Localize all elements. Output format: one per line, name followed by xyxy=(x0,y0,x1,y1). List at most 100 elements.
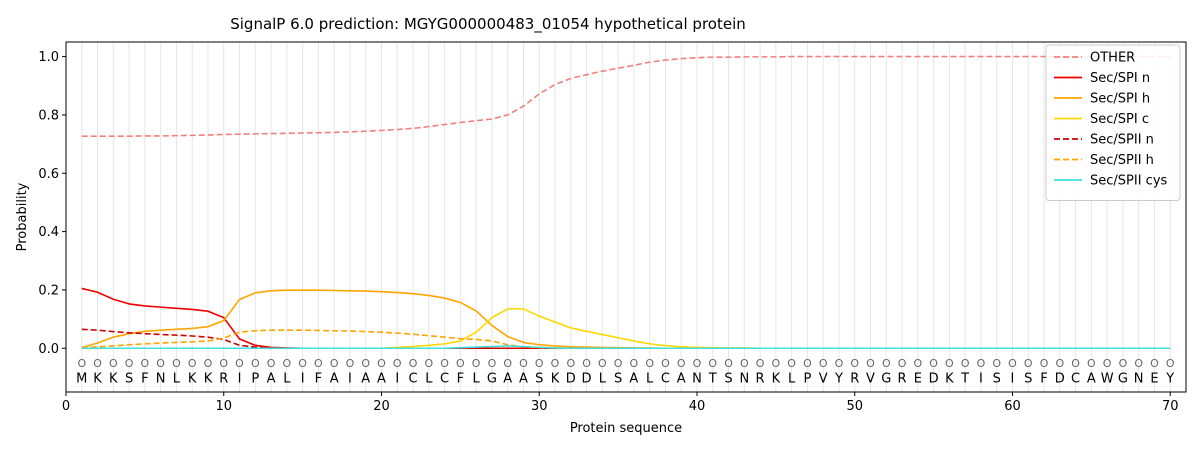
y-tick-label: 1.0 xyxy=(38,50,59,65)
residue-letter: A xyxy=(503,371,512,386)
position-marker: O xyxy=(677,357,686,370)
position-marker: O xyxy=(598,357,607,370)
position-marker: O xyxy=(772,357,781,370)
position-marker: O xyxy=(424,357,433,370)
position-marker: O xyxy=(188,357,197,370)
position-marker: O xyxy=(566,357,575,370)
legend-label: OTHER xyxy=(1090,51,1135,66)
residue-letter: K xyxy=(551,371,560,386)
residue-letter: G xyxy=(487,371,497,386)
x-tick-label: 60 xyxy=(1004,399,1021,414)
position-marker: O xyxy=(740,357,749,370)
residue-letter: P xyxy=(803,371,811,386)
legend-label: Sec/SPI h xyxy=(1090,92,1150,107)
position-marker: O xyxy=(724,357,733,370)
residue-letter: N xyxy=(156,371,166,386)
plot-frame xyxy=(65,41,1187,393)
residue-letter: L xyxy=(788,371,796,386)
position-marker: O xyxy=(156,357,165,370)
residue-letter: A xyxy=(267,371,276,386)
position-marker: O xyxy=(298,357,307,370)
residue-letter: F xyxy=(141,371,148,386)
legend-label: Sec/SPI c xyxy=(1090,112,1149,127)
series-line-sec-spi-c xyxy=(81,308,1171,350)
position-marker: O xyxy=(866,357,875,370)
residue-letter: R xyxy=(898,371,907,386)
position-marker: O xyxy=(141,357,150,370)
residue-letter: A xyxy=(677,371,686,386)
position-marker: O xyxy=(992,357,1001,370)
position-marker: O xyxy=(219,357,228,370)
y-axis: 0.0 0.2 0.4 0.6 0.8 1.0 xyxy=(38,50,66,357)
position-marker: O xyxy=(582,357,591,370)
legend-label: Sec/SPII n xyxy=(1090,133,1154,148)
residue-letter: S xyxy=(614,371,622,386)
position-marker: O xyxy=(93,357,102,370)
position-marker: O xyxy=(377,357,386,370)
y-tick-label: 0.8 xyxy=(38,108,59,123)
legend-box xyxy=(1045,44,1181,201)
series-line-sec-spii-cys xyxy=(81,345,1171,350)
residue-letter: E xyxy=(1150,371,1158,386)
residue-letter: R xyxy=(850,371,859,386)
position-marker: O xyxy=(756,357,765,370)
position-marker: O xyxy=(787,357,796,370)
residue-letter: N xyxy=(739,371,749,386)
x-tick-label: 30 xyxy=(531,399,548,414)
position-marker: O xyxy=(488,357,497,370)
position-marker: O xyxy=(251,357,260,370)
residue-letter: S xyxy=(724,371,732,386)
residue-letter: K xyxy=(109,371,118,386)
residue-letter: D xyxy=(566,371,576,386)
residue-letter: C xyxy=(1071,371,1080,386)
position-marker: O xyxy=(945,357,954,370)
residue-letter: A xyxy=(1087,371,1096,386)
residue-letter: A xyxy=(629,371,638,386)
position-marker: O xyxy=(1119,357,1128,370)
position-marker: O xyxy=(708,357,717,370)
residue-letter: N xyxy=(692,371,702,386)
position-marker: O xyxy=(630,357,639,370)
y-tick-label: 0.0 xyxy=(38,342,59,357)
residue-letter: S xyxy=(125,371,133,386)
position-marker: O xyxy=(503,357,512,370)
residue-letter: C xyxy=(409,371,418,386)
residue-letter: A xyxy=(519,371,528,386)
residue-letter: D xyxy=(929,371,939,386)
residue-letter: R xyxy=(756,371,765,386)
position-marker: O xyxy=(1103,357,1112,370)
residue-letter: I xyxy=(348,371,352,386)
position-marker: O xyxy=(614,357,623,370)
position-marker: O xyxy=(819,357,828,370)
residue-letter: F xyxy=(1040,371,1047,386)
position-marker: O xyxy=(803,357,812,370)
residue-letter: P xyxy=(251,371,259,386)
position-marker: O xyxy=(125,357,134,370)
x-tick-label: 20 xyxy=(373,399,390,414)
position-marker: O xyxy=(440,357,449,370)
residue-letter: K xyxy=(188,371,197,386)
residue-letter: I xyxy=(301,371,305,386)
x-axis: 0 10 20 30 40 50 60 70 xyxy=(62,392,1178,414)
residue-letter: Y xyxy=(1165,371,1174,386)
position-marker: O xyxy=(267,357,276,370)
residue-letter: V xyxy=(819,371,828,386)
position-marker: O xyxy=(77,357,86,370)
legend-label: Sec/SPII h xyxy=(1090,153,1154,168)
residue-letter: I xyxy=(238,371,242,386)
position-marker: O xyxy=(519,357,528,370)
residue-letter: A xyxy=(377,371,386,386)
position-marker: O xyxy=(361,357,370,370)
position-marker: O xyxy=(850,357,859,370)
residue-letter: T xyxy=(708,371,717,386)
position-marker: O xyxy=(1071,357,1080,370)
residue-letter: W xyxy=(1101,371,1114,386)
position-marker: O xyxy=(898,357,907,370)
x-axis-label: Protein sequence xyxy=(570,421,682,436)
residue-letter: K xyxy=(93,371,102,386)
position-marker: O xyxy=(409,357,418,370)
residue-letter: S xyxy=(1024,371,1032,386)
position-marker: O xyxy=(330,357,339,370)
position-marker: O xyxy=(1087,357,1096,370)
